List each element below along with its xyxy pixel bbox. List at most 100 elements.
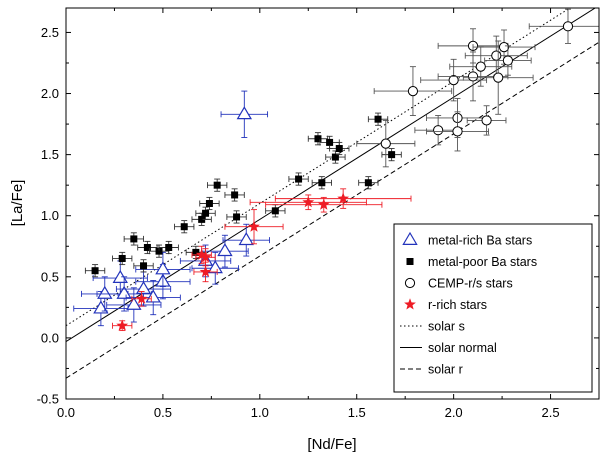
y-tick-label: 2.5 [41,25,59,40]
data-point [123,232,144,246]
x-axis-label: [Nd/Fe] [307,436,356,453]
point-square-marker [91,267,99,275]
legend-label: solar s [428,320,465,334]
data-point [112,319,133,332]
plot-frame [65,7,600,400]
point-square-marker [331,153,339,161]
point-triangle-marker [93,300,109,314]
point-square-marker [198,215,206,223]
legend-circle-marker [404,277,416,289]
data-point [84,264,106,278]
x-tick-label: 1.5 [348,405,366,420]
point-circle-marker [562,21,574,32]
point-circle-marker [475,61,486,72]
legend-label: solar normal [428,341,497,355]
data-point [133,259,154,273]
point-square-marker [231,191,239,199]
data-point [329,141,350,156]
legend-item: metal-rich Ba stars [402,231,532,248]
point-square-marker [192,248,200,256]
data-point [112,251,133,266]
data-point [462,40,534,115]
data-point [288,172,309,186]
data-point [356,119,416,168]
point-circle-marker [502,55,514,66]
point-square-marker [202,209,210,217]
data-point [224,209,284,245]
data-point [207,178,228,192]
legend-triangle-marker [402,231,418,245]
data-point [249,194,367,211]
point-star-marker [199,265,212,277]
y-tick-label: 2.0 [41,86,59,101]
point-square-marker [205,200,213,207]
data-point [174,220,195,234]
data-point [220,90,269,138]
point-circle-marker [481,115,492,126]
point-square-marker [213,181,221,189]
data-point [472,29,536,65]
point-square-marker [374,115,382,123]
legend-item: solar s [400,320,465,334]
point-square-marker [318,179,326,187]
point-circle-marker [452,126,463,137]
data-point [131,291,152,307]
data-point [158,240,179,255]
data-point [528,8,599,44]
point-star-marker [302,196,315,208]
y-tick-label: 0.0 [41,330,59,345]
point-circle-marker [380,138,391,149]
data-point [358,176,379,190]
series-metal-rich-ba-stars [73,90,270,327]
point-square-marker [130,235,138,243]
point-circle-marker [407,85,419,97]
legend-box [393,223,593,393]
series-r-rich-stars [112,188,412,332]
point-circle-marker [498,42,510,53]
point-square-marker [143,243,151,251]
point-square-marker [180,223,188,231]
legend-label: metal-rich Ba stars [428,234,532,248]
point-star-marker [195,248,208,260]
data-point [367,112,389,126]
y-tick-label: 1.0 [41,208,59,223]
legend-label: metal-poor Ba stars [428,255,537,269]
point-square-marker [140,262,148,270]
data-point [195,206,216,220]
x-tick-label: 0.5 [154,405,172,420]
point-square-marker [388,151,396,159]
point-triangle-marker [217,242,233,257]
y-axis-label: [La/Fe] [9,180,26,227]
data-point [224,188,245,202]
data-point [274,188,412,209]
y-tick-label: 1.5 [41,147,59,162]
point-square-marker [335,145,343,153]
series-cemp-r-s-stars [356,8,599,168]
series-metal-poor-ba-stars [84,112,402,278]
x-tick-label: 0.0 [57,405,75,420]
point-triangle-marker [97,285,113,299]
point-star-marker [317,198,330,210]
point-triangle-marker [236,106,253,120]
data-point [311,176,332,190]
data-point [484,45,532,76]
legend-label: solar r [428,363,463,377]
point-triangle-marker [207,260,223,274]
point-star-marker [116,319,129,331]
point-square-marker [326,138,334,146]
point-star-marker [248,220,260,232]
point-star-marker [199,251,212,263]
legend-label: r-rich stars [428,298,487,312]
point-triangle-marker [238,231,254,246]
data-point [426,111,489,152]
legend-item: metal-poor Ba stars [406,255,537,269]
data-point [222,223,270,257]
x-axis-ticks: 0.0 0.5 1.0 1.5 2.0 2.5 [57,8,560,420]
point-square-marker [118,254,126,262]
data-point [106,287,162,323]
point-circle-marker [467,71,479,82]
point-triangle-marker [135,280,152,294]
data-point [135,251,191,288]
reference-line-solar-r [66,41,599,379]
